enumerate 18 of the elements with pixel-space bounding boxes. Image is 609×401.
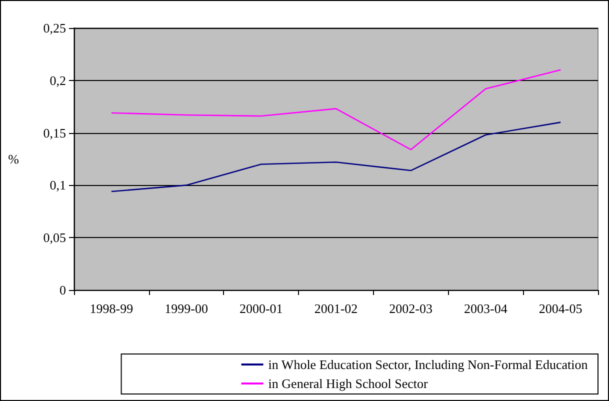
legend-label: in General High School Sector [268,376,429,391]
x-tick-label: 1998-99 [90,301,134,316]
y-tick-label: 0,2 [50,72,66,88]
y-tick-label: 0,25 [43,20,66,36]
line-series [110,69,562,150]
y-tick-label: 0 [60,282,66,298]
x-tick-label: 2001-02 [314,301,358,316]
x-tick-label: 2004-05 [538,301,582,316]
y-tick-label: 0,05 [43,230,66,246]
legend-label: in Whole Education Sector, Including Non-Formal Education [268,357,588,372]
y-axis-title: % [8,152,20,166]
x-tick-label: 1999-00 [164,301,208,316]
line-series [110,122,562,192]
x-tick-label: 2002-03 [389,301,433,316]
x-tick-label: 2000-01 [239,301,283,316]
y-tick-label: 0,1 [50,178,66,193]
x-tick-label: 2003-04 [464,301,508,316]
y-tick-label: 0,15 [43,125,66,140]
